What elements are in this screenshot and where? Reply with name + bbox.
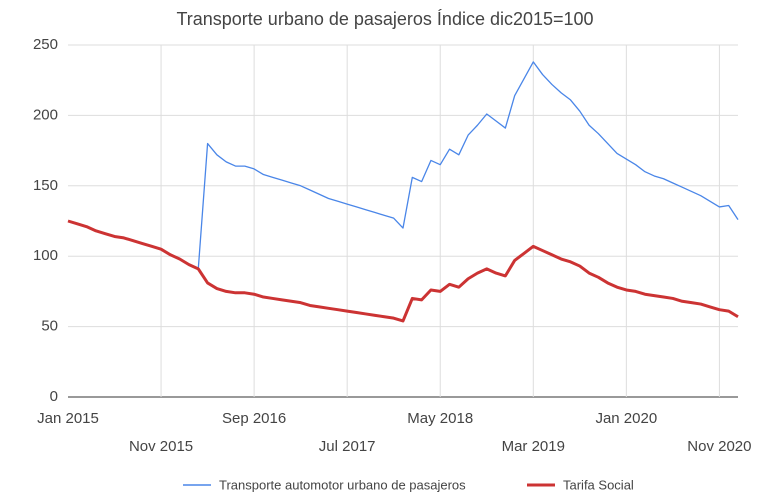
legend-label: Transporte automotor urbano de pasajeros — [219, 477, 466, 492]
x-tick-label: Sep 2016 — [222, 410, 286, 427]
x-tick-label: Mar 2019 — [502, 438, 565, 455]
y-tick-label: 100 — [33, 247, 58, 264]
legend-label: Tarifa Social — [563, 477, 634, 492]
x-tick-label: Jan 2020 — [595, 410, 657, 427]
x-tick-label: Nov 2015 — [129, 438, 193, 455]
chart-title: Transporte urbano de pasajeros Índice di… — [176, 9, 593, 29]
y-tick-label: 50 — [41, 318, 58, 335]
y-tick-label: 150 — [33, 177, 58, 194]
line — [197, 61, 739, 269]
y-tick-label: 0 — [50, 388, 58, 405]
x-tick-label: Nov 2020 — [687, 438, 751, 455]
line — [67, 219, 739, 323]
x-tick-label: Jan 2015 — [37, 410, 99, 427]
x-tick-label: Jul 2017 — [319, 438, 376, 455]
x-tick-label: May 2018 — [407, 410, 473, 427]
y-tick-label: 250 — [33, 36, 58, 53]
y-tick-label: 200 — [33, 106, 58, 123]
